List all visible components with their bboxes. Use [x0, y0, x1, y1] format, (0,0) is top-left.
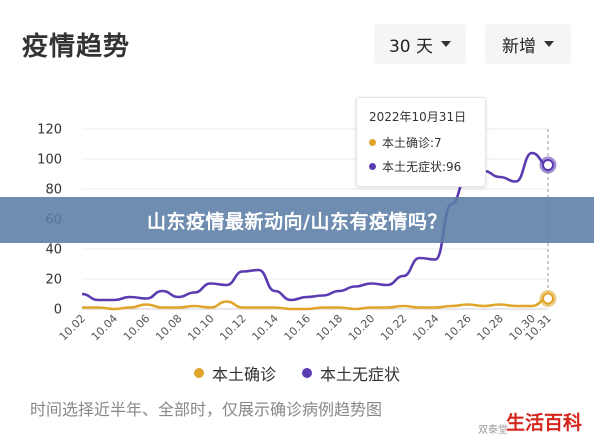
watermark: 生活百科: [506, 412, 583, 434]
chart-tooltip: 2022年10月31日 本土确诊:7 本土无症状:96: [356, 97, 486, 187]
metric-dropdown[interactable]: 新增: [485, 24, 571, 64]
legend-item-asymptomatic[interactable]: 本土无症状: [302, 361, 400, 385]
tooltip-date: 2022年10月31日: [369, 110, 467, 124]
tooltip-asymptomatic-label: 本土无症状:96: [382, 160, 462, 174]
dot-icon: [302, 368, 312, 378]
y-tick-label: 0: [54, 303, 62, 318]
x-tick-label: 10.22: [378, 312, 409, 343]
page-title: 疫情趋势: [22, 32, 131, 62]
headline-banner: 山东疫情最新动向/山东有疫情吗？: [0, 197, 594, 243]
legend-label: 本土无症状: [320, 365, 401, 384]
x-tick-label: 10.12: [217, 312, 248, 343]
y-tick-label: 100: [37, 153, 62, 168]
x-tick-label: 10.18: [314, 312, 345, 343]
x-tick-label: 10.14: [249, 312, 280, 343]
legend-label: 本土确诊: [211, 365, 276, 384]
dot-icon: [193, 368, 204, 378]
dot-icon: [369, 139, 376, 146]
x-tick-label: 10.04: [89, 312, 120, 343]
series-line-confirmed: [81, 297, 549, 311]
tooltip-confirmed-label: 本土确诊:7: [382, 136, 442, 150]
watermark-small: 双泰堂: [478, 425, 508, 436]
range-dropdown-label: 30 天: [388, 36, 434, 57]
x-tick-label: 10.08: [153, 312, 184, 343]
dot-icon: [369, 163, 376, 170]
trend-chart[interactable]: 02040608010012010.0210.0410.0610.0810.10…: [0, 0, 594, 360]
footnote: 时间选择近半年、全部时，仅展示确诊病例趋势图: [30, 400, 383, 419]
y-tick-label: 80: [45, 183, 62, 198]
y-tick-label: 120: [37, 123, 62, 138]
x-tick-label: 10.06: [121, 312, 152, 343]
chart-legend: 本土确诊 本土无症状: [0, 361, 594, 385]
highlight-point: [542, 159, 554, 171]
metric-dropdown-label: 新增: [502, 36, 536, 57]
caret-down-icon: [441, 41, 452, 47]
x-tick-label: 10.26: [442, 312, 473, 343]
y-tick-label: 20: [45, 273, 62, 288]
caret-down-icon: [544, 41, 554, 47]
y-tick-label: 40: [45, 243, 62, 258]
legend-item-confirmed[interactable]: 本土确诊: [193, 361, 276, 385]
range-dropdown[interactable]: 30 天: [374, 24, 466, 64]
highlight-point: [542, 292, 554, 305]
x-tick-label: 10.10: [185, 312, 216, 343]
x-tick-label: 10.20: [346, 312, 377, 343]
tooltip-row-asymptomatic: 本土无症状:96: [369, 158, 461, 175]
x-tick-label: 10.16: [282, 312, 313, 343]
x-tick-label: 10.28: [474, 312, 505, 343]
tooltip-row-confirmed: 本土确诊:7: [369, 134, 442, 151]
x-tick-label: 10.24: [410, 312, 441, 343]
